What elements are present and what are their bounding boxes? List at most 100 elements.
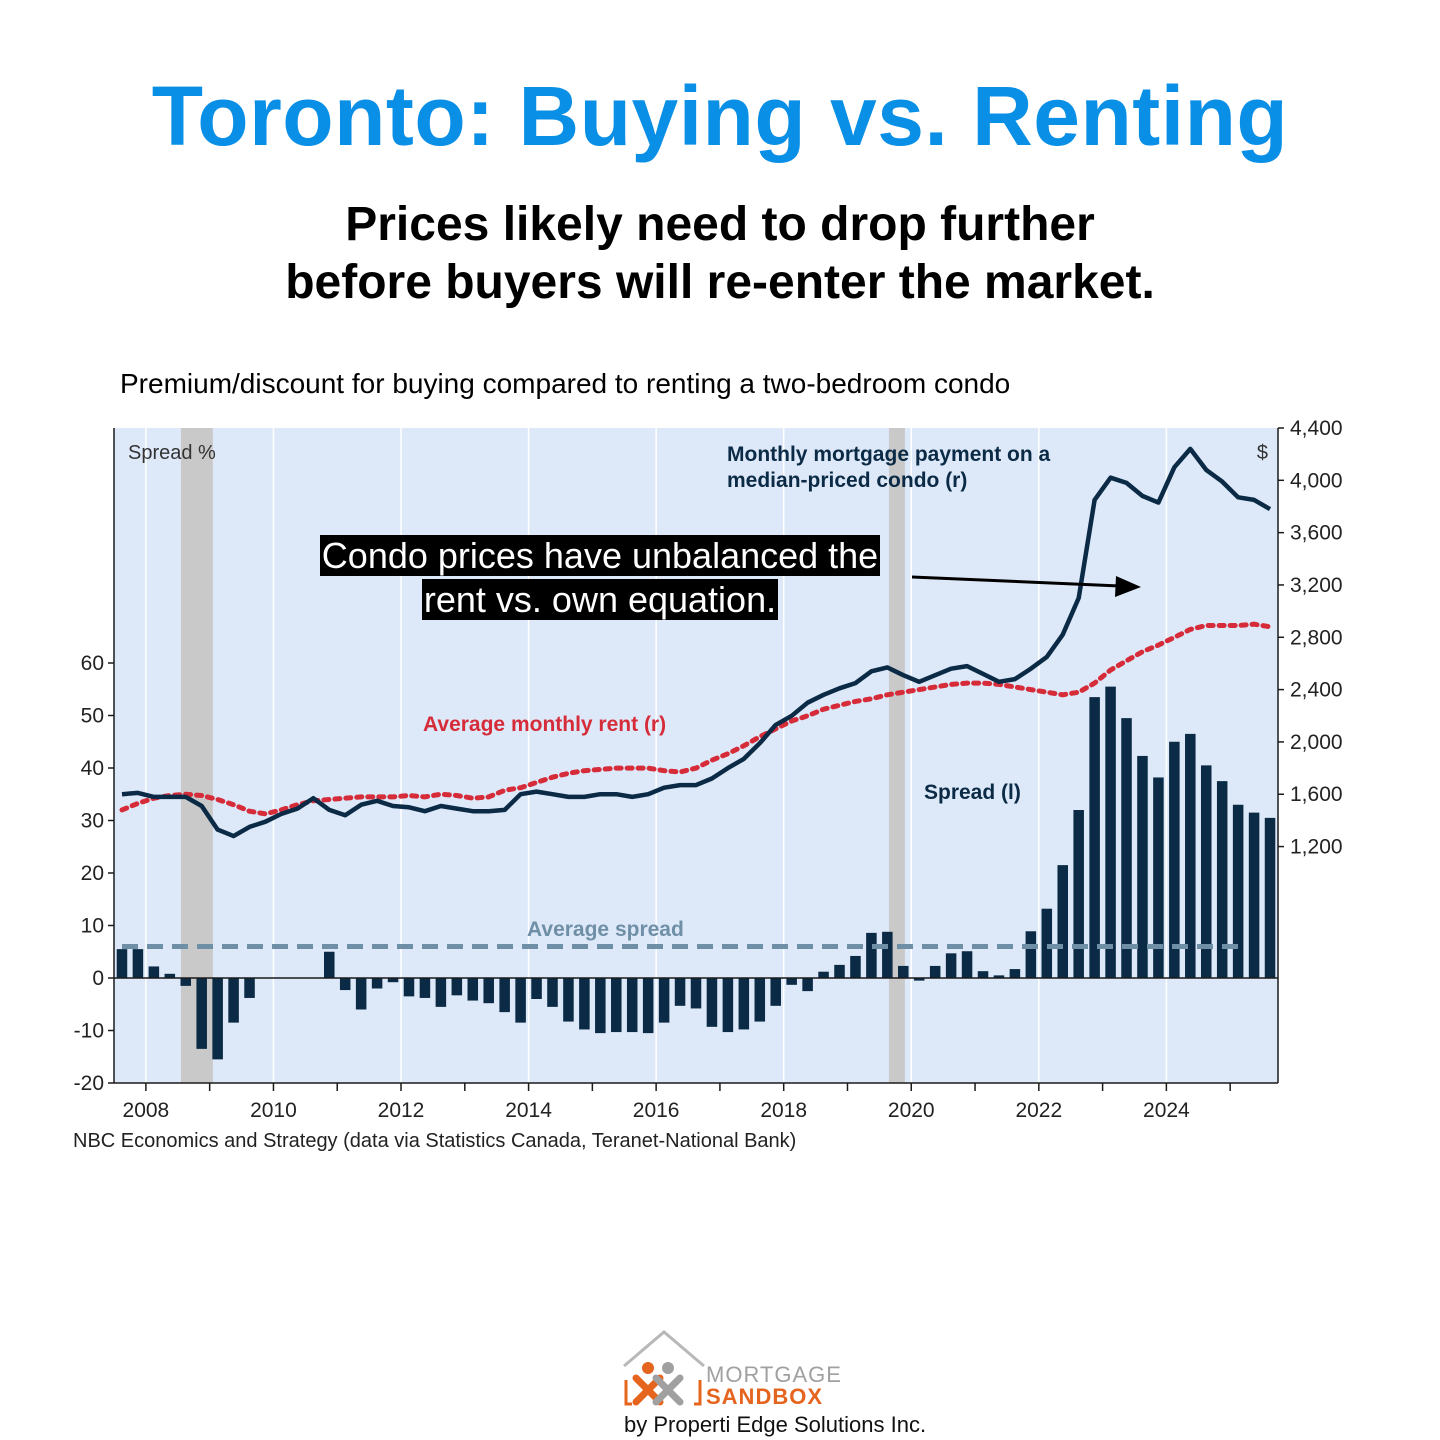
spread-bar — [961, 951, 973, 978]
left-tick-label: 60 — [81, 652, 104, 675]
spread-bar — [1200, 765, 1212, 978]
recession-band — [180, 428, 213, 1083]
spread-bar — [866, 932, 877, 978]
spread-bar — [674, 978, 686, 1006]
right-tick-label: 4,400 — [1290, 417, 1343, 440]
spread-bar — [164, 973, 176, 978]
spread-bar — [706, 978, 718, 1027]
spread-bar — [1009, 969, 1021, 978]
spread-bar — [1137, 755, 1148, 978]
logo-byline: by Properti Edge Solutions Inc. — [624, 1412, 927, 1437]
spread-bar — [1216, 781, 1228, 978]
spread-bar — [563, 978, 574, 1022]
callout-box: Condo prices have unbalanced the rent vs… — [300, 534, 900, 622]
spread-bar — [786, 978, 797, 985]
spread-bar — [818, 971, 829, 978]
left-tick-label: -20 — [74, 1072, 104, 1095]
spread-bar — [148, 966, 160, 978]
left-tick-label: -10 — [74, 1020, 104, 1043]
spread-bar — [1248, 812, 1260, 978]
spread-bar — [1073, 810, 1084, 978]
spread-bar — [898, 965, 909, 978]
right-axis-label: $ — [1257, 442, 1268, 464]
spread-bar — [339, 978, 351, 991]
spread-bar — [850, 955, 861, 978]
average-spread-label: Average spread — [527, 918, 684, 941]
spread-bar — [1025, 931, 1037, 978]
spread-bar — [435, 978, 447, 1007]
spread-bar — [658, 978, 670, 1023]
right-tick-label: 3,200 — [1290, 574, 1343, 597]
spread-bar — [116, 949, 128, 978]
left-tick-label: 20 — [81, 862, 104, 885]
callout-arrow-head-icon — [1115, 576, 1141, 597]
x-tick-label: 2014 — [505, 1099, 552, 1122]
x-tick-label: 2018 — [760, 1099, 807, 1122]
right-tick-label: 1,600 — [1290, 783, 1343, 806]
right-tick-label: 2,800 — [1290, 626, 1343, 649]
spread-bar — [180, 978, 192, 986]
spread-bar — [929, 965, 941, 978]
spread-bar — [1185, 733, 1196, 978]
spread-bar — [595, 978, 606, 1034]
mortgage-line — [121, 446, 1272, 839]
spread-bar — [770, 978, 781, 1006]
spread-bar — [355, 978, 367, 1010]
spread-bar — [531, 978, 542, 999]
spread-bar — [722, 978, 734, 1033]
x-tick-label: 2022 — [1015, 1099, 1062, 1122]
spread-bar — [626, 978, 638, 1033]
spread-bar — [738, 978, 750, 1030]
right-tick-label: 4,000 — [1290, 469, 1343, 492]
left-tick-label: 10 — [81, 915, 104, 938]
spread-bar — [642, 978, 654, 1034]
spread-bar — [515, 978, 526, 1023]
spread-bar — [244, 978, 255, 998]
subtitle-line-1: Prices likely need to drop further — [345, 198, 1095, 251]
spread-bar — [977, 971, 989, 978]
house-logo-icon — [623, 1330, 705, 1406]
spread-bar — [547, 978, 558, 1007]
chart-caption: Premium/discount for buying compared to … — [120, 368, 1011, 399]
spread-bar — [323, 951, 335, 978]
spread-bar — [1089, 697, 1100, 978]
page-title: Toronto: Buying vs. Renting — [151, 69, 1289, 163]
rent-series-label: Average monthly rent (r) — [423, 713, 666, 736]
x-tick-label: 2010 — [250, 1099, 297, 1122]
spread-series-label: Spread (l) — [924, 781, 1021, 804]
spread-bar — [1041, 908, 1053, 978]
subtitle-line-2: before buyers will re-enter the market. — [285, 256, 1155, 309]
spread-bar — [690, 978, 702, 1009]
spread-bar — [611, 978, 622, 1033]
left-tick-label: 50 — [81, 705, 104, 728]
x-tick-label: 2020 — [888, 1099, 935, 1122]
mortgage-sandbox-logo: MORTGAGE SANDBOX by Properti Edge Soluti… — [620, 1328, 940, 1438]
spread-bar — [754, 978, 766, 1022]
x-tick-label: 2008 — [123, 1099, 170, 1122]
spread-bar — [993, 975, 1005, 978]
spread-bar — [579, 978, 590, 1030]
spread-bar — [834, 964, 845, 978]
left-tick-label: 40 — [81, 757, 104, 780]
source-note: NBC Economics and Strategy (data via Sta… — [73, 1130, 797, 1152]
spread-bar — [1232, 804, 1244, 978]
spread-bar — [1169, 741, 1180, 978]
mortgage-series-label-1: Monthly mortgage payment on a — [727, 443, 1051, 466]
x-tick-label: 2016 — [633, 1099, 680, 1122]
spread-bar — [802, 978, 813, 992]
spread-bar — [882, 931, 893, 978]
spread-bar — [1121, 718, 1132, 978]
callout-arrow-shaft — [911, 575, 1121, 588]
spread-bar — [451, 978, 463, 996]
left-tick-label: 30 — [81, 810, 104, 833]
spread-bar — [228, 978, 239, 1023]
spread-bar — [132, 949, 144, 978]
right-tick-label: 1,200 — [1290, 836, 1343, 859]
spread-bar — [1153, 777, 1164, 978]
spread-bar — [1105, 686, 1116, 978]
right-tick-label: 3,600 — [1290, 522, 1343, 545]
callout-line-1: Condo prices have unbalanced the — [319, 535, 881, 576]
page-subtitle: Prices likely need to drop further befor… — [0, 196, 1440, 312]
spread-bar — [945, 953, 957, 978]
